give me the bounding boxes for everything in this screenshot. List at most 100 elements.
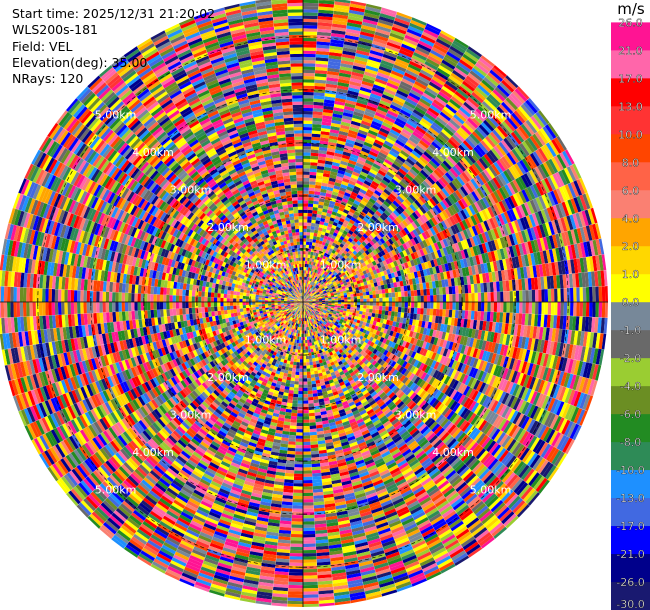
gate [384, 115, 396, 124]
gate [323, 202, 330, 207]
gate [303, 117, 313, 121]
gate [374, 78, 388, 85]
gate [312, 242, 316, 246]
gate [332, 232, 338, 237]
gate [303, 289, 305, 293]
gate [398, 83, 412, 93]
gate [303, 299, 305, 302]
gate [313, 203, 319, 208]
gate [337, 169, 346, 175]
gate [324, 96, 336, 101]
gate [377, 105, 389, 113]
gate [339, 163, 348, 169]
gate [582, 287, 587, 302]
gate [428, 52, 443, 63]
gate [512, 290, 517, 302]
gate [347, 306, 351, 310]
gate [352, 65, 366, 72]
gate [314, 79, 327, 84]
gate [322, 115, 333, 120]
gate [351, 117, 362, 124]
gate [323, 166, 332, 172]
gate [357, 302, 361, 305]
gate [453, 67, 468, 78]
gate [324, 219, 330, 224]
gate [308, 264, 311, 268]
gate [327, 67, 340, 73]
gate [337, 209, 344, 215]
gate [304, 276, 306, 280]
gate [303, 200, 309, 204]
gate [391, 163, 401, 171]
gate [323, 259, 327, 264]
gate [349, 194, 357, 200]
gate [335, 248, 341, 254]
gate [332, 110, 344, 116]
gate [350, 74, 363, 81]
gate [331, 29, 346, 35]
gate [410, 307, 415, 314]
gate [318, 153, 327, 158]
gate [519, 302, 523, 314]
gate [420, 117, 432, 127]
gate [368, 186, 376, 193]
gate [311, 216, 317, 221]
gate [346, 136, 356, 142]
gate [303, 206, 308, 210]
gate [306, 286, 308, 290]
gate [598, 286, 603, 302]
gate [560, 302, 564, 316]
gate [448, 309, 453, 318]
gate [410, 19, 426, 29]
gate [363, 302, 367, 306]
gate [432, 288, 437, 296]
gate [357, 132, 367, 139]
gate [336, 233, 342, 239]
gate [387, 79, 400, 87]
gate [344, 304, 348, 307]
gate [328, 303, 332, 305]
gate [385, 302, 389, 307]
gate [314, 85, 326, 90]
gate [360, 171, 368, 178]
gate [356, 46, 371, 53]
gate [303, 146, 311, 150]
gate [386, 82, 399, 90]
gate [365, 191, 373, 198]
gate [403, 37, 418, 47]
gate [362, 144, 372, 151]
gate [385, 44, 400, 53]
gate [336, 143, 345, 149]
gate [354, 165, 363, 172]
gate [384, 88, 396, 96]
gate [364, 71, 377, 78]
gate [303, 228, 307, 233]
gate [323, 108, 334, 114]
gate [398, 296, 402, 302]
gate [423, 295, 428, 302]
gate [318, 3, 334, 8]
gate [326, 151, 335, 156]
gate [335, 91, 348, 97]
gate [442, 294, 447, 302]
gate [347, 162, 356, 169]
gate [370, 195, 378, 202]
gate [314, 242, 319, 247]
gate [309, 171, 317, 176]
gate [311, 278, 314, 282]
gate [419, 37, 435, 47]
gate [317, 253, 322, 258]
gate [326, 209, 333, 215]
gate [306, 290, 309, 294]
gate [304, 295, 306, 299]
gate [382, 306, 386, 311]
gate [326, 148, 336, 153]
gate [312, 262, 316, 266]
gate [326, 189, 333, 195]
gate [547, 289, 552, 302]
gate [322, 205, 329, 210]
gate [352, 188, 360, 195]
gate [379, 127, 390, 135]
gate [430, 295, 434, 302]
